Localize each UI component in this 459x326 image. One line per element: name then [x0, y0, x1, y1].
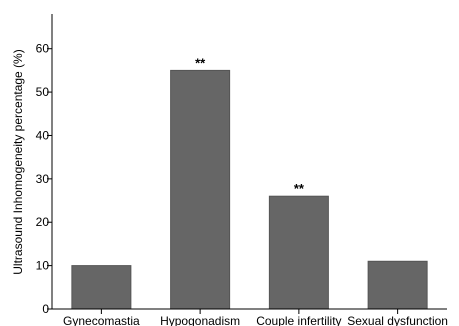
bar [367, 260, 428, 310]
y-axis: 0 10 20 30 40 50 60 [36, 14, 53, 316]
x-tick-label: Hypogonadism [160, 314, 240, 326]
bar [71, 265, 132, 310]
bar [170, 69, 231, 310]
bar [268, 195, 329, 310]
y-tick-label: 40 [36, 128, 50, 142]
x-tick-label: Couple infertility [256, 314, 341, 326]
significance-annotation: ** [294, 181, 305, 196]
bars [71, 69, 428, 310]
y-tick-label: 50 [36, 85, 50, 99]
y-axis-title: Ultrasound Inhomogeneity percentage (%) [11, 49, 25, 274]
y-tick-label: 10 [36, 259, 50, 273]
significance-annotation: ** [195, 55, 206, 70]
y-tick-label: 20 [36, 215, 50, 229]
y-tick-label: 60 [36, 42, 50, 56]
x-tick-label: Gynecomastia [63, 314, 140, 326]
y-tick-label: 0 [42, 302, 49, 316]
annotations: ** ** [195, 55, 305, 196]
x-tick-label: Sexual dysfunction [347, 314, 448, 326]
x-axis: Gynecomastia Hypogonadism Couple infertili… [52, 308, 448, 326]
y-tick-label: 30 [36, 172, 50, 186]
